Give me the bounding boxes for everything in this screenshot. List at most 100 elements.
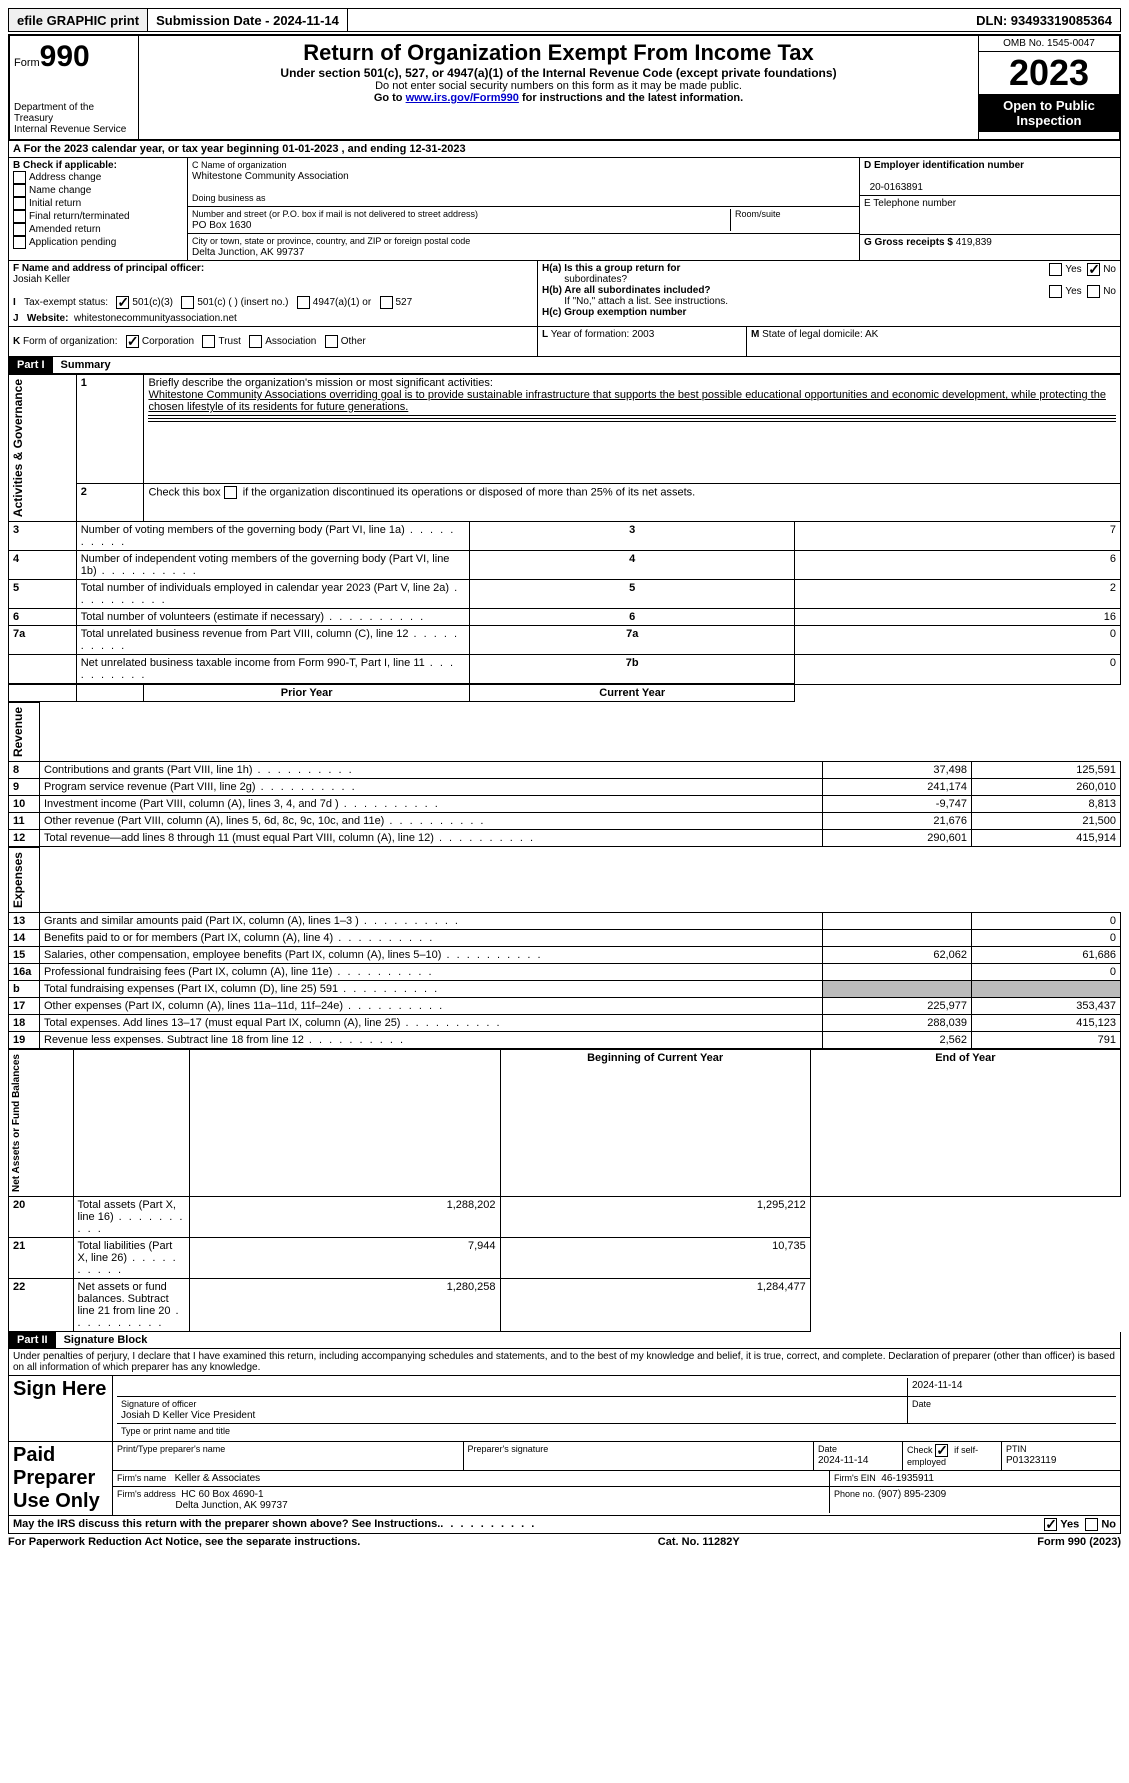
b-checkbox[interactable]: Final return/terminated xyxy=(13,210,183,223)
firm-addr1: HC 60 Box 4690-1 xyxy=(181,1489,263,1500)
cb-501c[interactable] xyxy=(181,296,194,309)
cb-527[interactable] xyxy=(380,296,393,309)
j-text: Website: xyxy=(27,313,69,324)
year-formation: Year of formation: 2003 xyxy=(551,329,655,340)
irs-link[interactable]: www.irs.gov/Form990 xyxy=(406,92,519,104)
discuss-yes[interactable] xyxy=(1044,1518,1057,1531)
i-text: Tax-exempt status: xyxy=(24,297,108,308)
summary-row: 3Number of voting members of the governi… xyxy=(9,522,1121,551)
summary-row: bTotal fundraising expenses (Part IX, co… xyxy=(9,981,1121,998)
e-label: E Telephone number xyxy=(864,198,956,209)
cb-corp[interactable] xyxy=(126,335,139,348)
ptin: P01323119 xyxy=(1006,1455,1056,1466)
discuss-no[interactable] xyxy=(1085,1518,1098,1531)
cb-501c3[interactable] xyxy=(116,296,129,309)
summary-row: 10Investment income (Part VIII, column (… xyxy=(9,796,1121,813)
cb-trust[interactable] xyxy=(202,335,215,348)
cb-self-employed[interactable] xyxy=(935,1444,948,1457)
block-bcde: B Check if applicable: Address changeNam… xyxy=(8,158,1121,261)
website: whitestonecommunityassociation.net xyxy=(74,313,237,324)
line-a: A For the 2023 calendar year, or tax yea… xyxy=(8,141,1121,158)
hb-no[interactable] xyxy=(1087,285,1100,298)
block-klm: K Form of organization: Corporation Trus… xyxy=(8,327,1121,357)
summary-row: 14Benefits paid to or for members (Part … xyxy=(9,930,1121,947)
summary-row: 9Program service revenue (Part VIII, lin… xyxy=(9,779,1121,796)
goto-suffix: for instructions and the latest informat… xyxy=(519,92,743,104)
tax-year: 2023 xyxy=(979,52,1119,94)
form-title: Return of Organization Exempt From Incom… xyxy=(143,40,974,66)
ha-no[interactable] xyxy=(1087,263,1100,276)
firm-name: Keller & Associates xyxy=(175,1473,261,1484)
officer-sig: Josiah D Keller Vice President xyxy=(121,1410,255,1421)
paid-preparer-block: Paid Preparer Use Only Print/Type prepar… xyxy=(8,1442,1121,1516)
summary-row: 8Contributions and grants (Part VIII, li… xyxy=(9,762,1121,779)
subtitle-2: Do not enter social security numbers on … xyxy=(143,80,974,92)
summary-row: 15Salaries, other compensation, employee… xyxy=(9,947,1121,964)
hc-label: H(c) Group exemption number xyxy=(542,307,686,318)
org-name: Whitestone Community Association xyxy=(192,171,349,182)
dba-label: Doing business as xyxy=(192,193,266,203)
ha-label: H(a) Is this a group return for xyxy=(542,263,680,274)
f-label: F Name and address of principal officer: xyxy=(13,263,204,274)
b-checkbox[interactable]: Address change xyxy=(13,171,183,184)
dln: DLN: 93493319085364 xyxy=(968,13,1120,28)
city-label: City or town, state or province, country… xyxy=(192,236,470,246)
discuss-row: May the IRS discuss this return with the… xyxy=(8,1516,1121,1534)
efile-print-button[interactable]: efile GRAPHIC print xyxy=(9,9,148,31)
b-checkbox[interactable]: Amended return xyxy=(13,223,183,236)
summary-row: 13Grants and similar amounts paid (Part … xyxy=(9,913,1121,930)
open-public-1: Open to Public xyxy=(1003,98,1095,113)
summary-row: 21Total liabilities (Part X, line 26)7,9… xyxy=(9,1238,1121,1279)
summary-row: 16aProfessional fundraising fees (Part I… xyxy=(9,964,1121,981)
b-label: B Check if applicable: xyxy=(13,160,183,171)
section-expenses: Expenses xyxy=(9,848,27,912)
part2-header: Part IISignature Block xyxy=(8,1332,1121,1349)
firm-phone: (907) 895-2309 xyxy=(878,1489,946,1500)
type-label: Type or print name and title xyxy=(121,1426,230,1436)
hb-yes[interactable] xyxy=(1049,285,1062,298)
cb-discontinued[interactable] xyxy=(224,486,237,499)
summary-row: 4Number of independent voting members of… xyxy=(9,551,1121,580)
city: Delta Junction, AK 99737 xyxy=(192,247,304,258)
omb-number: OMB No. 1545-0047 xyxy=(979,36,1119,52)
k-text: Form of organization: xyxy=(23,336,118,347)
ein: 20-0163891 xyxy=(870,182,923,193)
b-checkbox[interactable]: Name change xyxy=(13,184,183,197)
summary-row: 12Total revenue—add lines 8 through 11 (… xyxy=(9,830,1121,847)
section-revenue: Revenue xyxy=(9,703,27,761)
d-label: D Employer identification number xyxy=(864,160,1024,171)
netassets-table: Net Assets or Fund Balances Beginning of… xyxy=(8,1049,1121,1332)
street-label: Number and street (or P.O. box if mail i… xyxy=(192,209,478,219)
cb-other[interactable] xyxy=(325,335,338,348)
summary-row: Net unrelated business taxable income fr… xyxy=(9,655,1121,685)
summary-row: 18Total expenses. Add lines 13–17 (must … xyxy=(9,1015,1121,1032)
open-public-2: Inspection xyxy=(1016,113,1081,128)
page-footer: For Paperwork Reduction Act Notice, see … xyxy=(8,1536,1121,1548)
section-netassets: Net Assets or Fund Balances xyxy=(9,1050,24,1196)
summary-row: 11Other revenue (Part VIII, column (A), … xyxy=(9,813,1121,830)
room-label: Room/suite xyxy=(735,209,781,219)
street: PO Box 1630 xyxy=(192,220,251,231)
summary-row: 7aTotal unrelated business revenue from … xyxy=(9,626,1121,655)
ha-yes[interactable] xyxy=(1049,263,1062,276)
section-governance: Activities & Governance xyxy=(9,375,27,521)
mission-label: Briefly describe the organization's miss… xyxy=(148,377,492,389)
firm-addr2: Delta Junction, AK 99737 xyxy=(175,1500,287,1511)
summary-row: 22Net assets or fund balances. Subtract … xyxy=(9,1279,1121,1332)
mission-text: Whitestone Community Associations overri… xyxy=(148,389,1106,413)
sign-here: Sign Here xyxy=(9,1376,113,1441)
b-checkbox[interactable]: Application pending xyxy=(13,236,183,249)
summary-row: 17Other expenses (Part IX, column (A), l… xyxy=(9,998,1121,1015)
c-name-label: C Name of organization xyxy=(192,160,287,170)
officer-name: Josiah Keller xyxy=(13,274,70,285)
cb-assoc[interactable] xyxy=(249,335,262,348)
b-checkbox[interactable]: Initial return xyxy=(13,197,183,210)
form-prefix: Form xyxy=(14,57,40,69)
revenue-table: Revenue 8Contributions and grants (Part … xyxy=(8,702,1121,847)
state-domicile: State of legal domicile: AK xyxy=(762,329,878,340)
gross-receipts: 419,839 xyxy=(956,237,992,248)
goto-prefix: Go to xyxy=(374,92,406,104)
block-fh: F Name and address of principal officer:… xyxy=(8,261,1121,327)
hb-note: If "No," attach a list. See instructions… xyxy=(564,296,728,307)
cb-4947[interactable] xyxy=(297,296,310,309)
